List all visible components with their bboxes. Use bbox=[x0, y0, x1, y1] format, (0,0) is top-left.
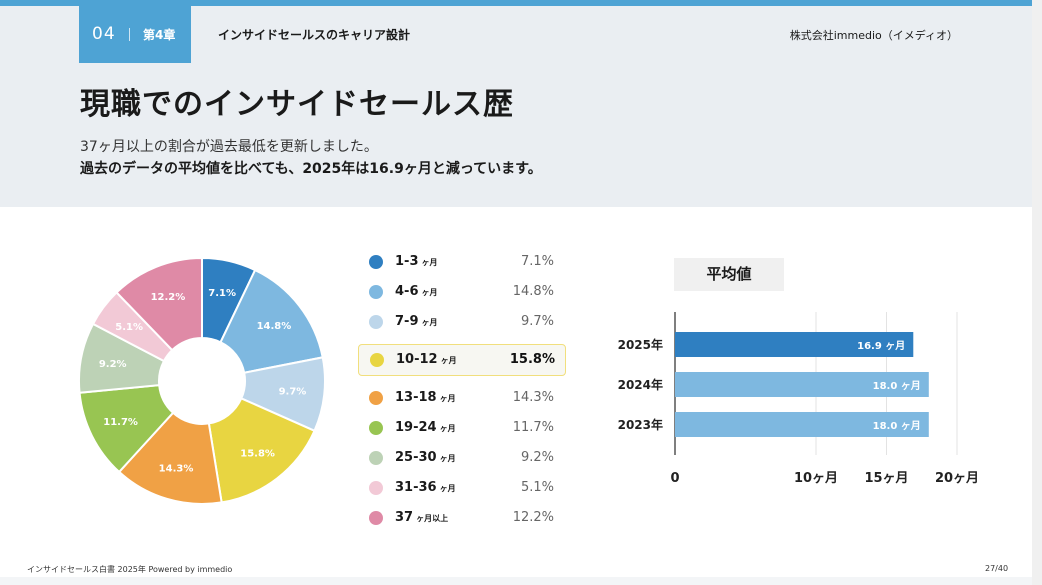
right-margin bbox=[1032, 0, 1042, 585]
bar-x-tick-label: 0 bbox=[670, 471, 679, 486]
legend-range-text: 31-36 bbox=[395, 480, 437, 495]
pie-slice bbox=[219, 268, 324, 374]
legend-range-text: 19-24 bbox=[395, 420, 437, 435]
legend-range: 10-12 ヶ月 bbox=[396, 352, 457, 367]
legend-percent: 12.2% bbox=[512, 510, 554, 525]
chapter-label: 第4章 bbox=[143, 28, 176, 42]
bar-value-label: 18.0 ヶ月 bbox=[873, 420, 921, 432]
bar-x-tick-label: 20ヶ月 bbox=[935, 471, 979, 486]
legend-unit: ヶ月 bbox=[439, 454, 456, 463]
legend-range: 13-18 ヶ月 bbox=[395, 390, 456, 405]
legend-range-text: 1-3 bbox=[395, 254, 419, 269]
legend-item: 4-6 ヶ月 14.8% bbox=[358, 277, 564, 307]
legend-range: 1-3 ヶ月 bbox=[395, 254, 438, 269]
legend-range: 4-6 ヶ月 bbox=[395, 284, 438, 299]
pie-slice-label: 7.1% bbox=[208, 288, 236, 299]
top-accent-line bbox=[0, 0, 1032, 6]
pie-slice-label: 12.2% bbox=[151, 292, 186, 303]
bar-category-label: 2023年 bbox=[618, 417, 663, 432]
legend-unit: ヶ月 bbox=[439, 484, 456, 493]
chapter-badge: 04 第4章 bbox=[79, 6, 191, 63]
legend-range: 25-30 ヶ月 bbox=[395, 450, 456, 465]
legend-item: 19-24 ヶ月 11.7% bbox=[358, 413, 564, 443]
page-number: 27/40 bbox=[985, 564, 1009, 573]
pie-slice bbox=[207, 397, 316, 504]
legend-range-text: 4-6 bbox=[395, 284, 419, 299]
legend-unit: ヶ月以上 bbox=[416, 514, 449, 523]
legend-swatch bbox=[369, 255, 383, 269]
company-name: 株式会社immedio（イメディオ） bbox=[789, 29, 958, 42]
legend-item: 10-12 ヶ月 15.8% bbox=[358, 344, 566, 376]
legend-item: 13-18 ヶ月 14.3% bbox=[358, 383, 564, 413]
subtitle-line-1: 37ヶ月以上の割合が過去最低を更新しました。 bbox=[80, 139, 378, 155]
legend-range: 37 ヶ月以上 bbox=[395, 510, 448, 525]
footer-source: インサイドセールス白書 2025年 Powered by immedio bbox=[27, 565, 233, 574]
bar-value-label: 18.0 ヶ月 bbox=[873, 380, 921, 392]
legend-range-text: 7-9 bbox=[395, 314, 419, 329]
chapter-title: インサイドセールスのキャリア設計 bbox=[218, 28, 411, 42]
pie-slice bbox=[115, 256, 203, 352]
bar bbox=[675, 372, 929, 397]
legend-unit: ヶ月 bbox=[421, 318, 438, 327]
pie-slice-label: 14.8% bbox=[257, 321, 292, 332]
bar-x-tick-label: 15ヶ月 bbox=[864, 471, 908, 486]
pie-slice-label: 14.3% bbox=[159, 464, 194, 475]
legend-percent: 9.2% bbox=[520, 450, 554, 465]
legend-range-text: 10-12 bbox=[396, 352, 438, 367]
legend-range-text: 13-18 bbox=[395, 390, 437, 405]
legend-swatch bbox=[369, 421, 383, 435]
legend-range: 31-36 ヶ月 bbox=[395, 480, 456, 495]
legend-swatch bbox=[369, 511, 383, 525]
legend-percent: 7.1% bbox=[520, 254, 554, 269]
legend-percent: 14.3% bbox=[512, 390, 554, 405]
legend-swatch bbox=[369, 285, 383, 299]
legend-percent: 11.7% bbox=[512, 420, 554, 435]
pie-slice-label: 9.7% bbox=[279, 387, 307, 398]
legend-percent: 15.8% bbox=[509, 352, 555, 367]
legend-swatch bbox=[369, 315, 383, 329]
legend-percent: 9.7% bbox=[520, 314, 554, 329]
legend-percent: 5.1% bbox=[520, 480, 554, 495]
legend-range-text: 25-30 bbox=[395, 450, 437, 465]
legend-item: 25-30 ヶ月 9.2% bbox=[358, 443, 564, 473]
chapter-divider bbox=[129, 28, 130, 41]
legend-item: 1-3 ヶ月 7.1% bbox=[358, 247, 564, 277]
average-title-box: 平均値 bbox=[674, 258, 784, 291]
pie-slice-label: 9.2% bbox=[99, 359, 127, 370]
legend-unit: ヶ月 bbox=[421, 258, 438, 267]
average-title: 平均値 bbox=[706, 265, 752, 283]
legend-item: 37 ヶ月以上 12.2% bbox=[358, 503, 564, 533]
legend-item: 31-36 ヶ月 5.1% bbox=[358, 473, 564, 503]
chapter-number: 04 bbox=[92, 24, 116, 44]
bar-x-tick-label: 10ヶ月 bbox=[794, 471, 838, 486]
bar bbox=[675, 412, 929, 437]
subtitle-line-2: 過去のデータの平均値を比べても、2025年は16.9ヶ月と減っています。 bbox=[80, 161, 542, 177]
bar bbox=[675, 332, 914, 357]
legend-swatch bbox=[369, 391, 383, 405]
legend-range-text: 37 bbox=[395, 510, 414, 525]
bar-category-label: 2025年 bbox=[618, 337, 663, 352]
pie-slice-label: 11.7% bbox=[103, 417, 138, 428]
legend-swatch bbox=[370, 353, 384, 367]
legend-unit: ヶ月 bbox=[439, 394, 456, 403]
legend-swatch bbox=[369, 481, 383, 495]
legend-unit: ヶ月 bbox=[440, 356, 457, 365]
legend-swatch bbox=[369, 451, 383, 465]
legend-item: 7-9 ヶ月 9.7% bbox=[358, 307, 564, 337]
legend-unit: ヶ月 bbox=[439, 424, 456, 433]
legend-percent: 14.8% bbox=[512, 284, 554, 299]
legend-range: 19-24 ヶ月 bbox=[395, 420, 456, 435]
legend-unit: ヶ月 bbox=[421, 288, 438, 297]
page-title: 現職でのインサイドセールス歴 bbox=[80, 87, 514, 122]
bar-category-label: 2024年 bbox=[618, 377, 663, 392]
legend-range: 7-9 ヶ月 bbox=[395, 314, 438, 329]
pie-slice-label: 5.1% bbox=[115, 322, 143, 333]
bar-value-label: 16.9 ヶ月 bbox=[857, 340, 905, 352]
pie-slice-label: 15.8% bbox=[240, 449, 275, 460]
